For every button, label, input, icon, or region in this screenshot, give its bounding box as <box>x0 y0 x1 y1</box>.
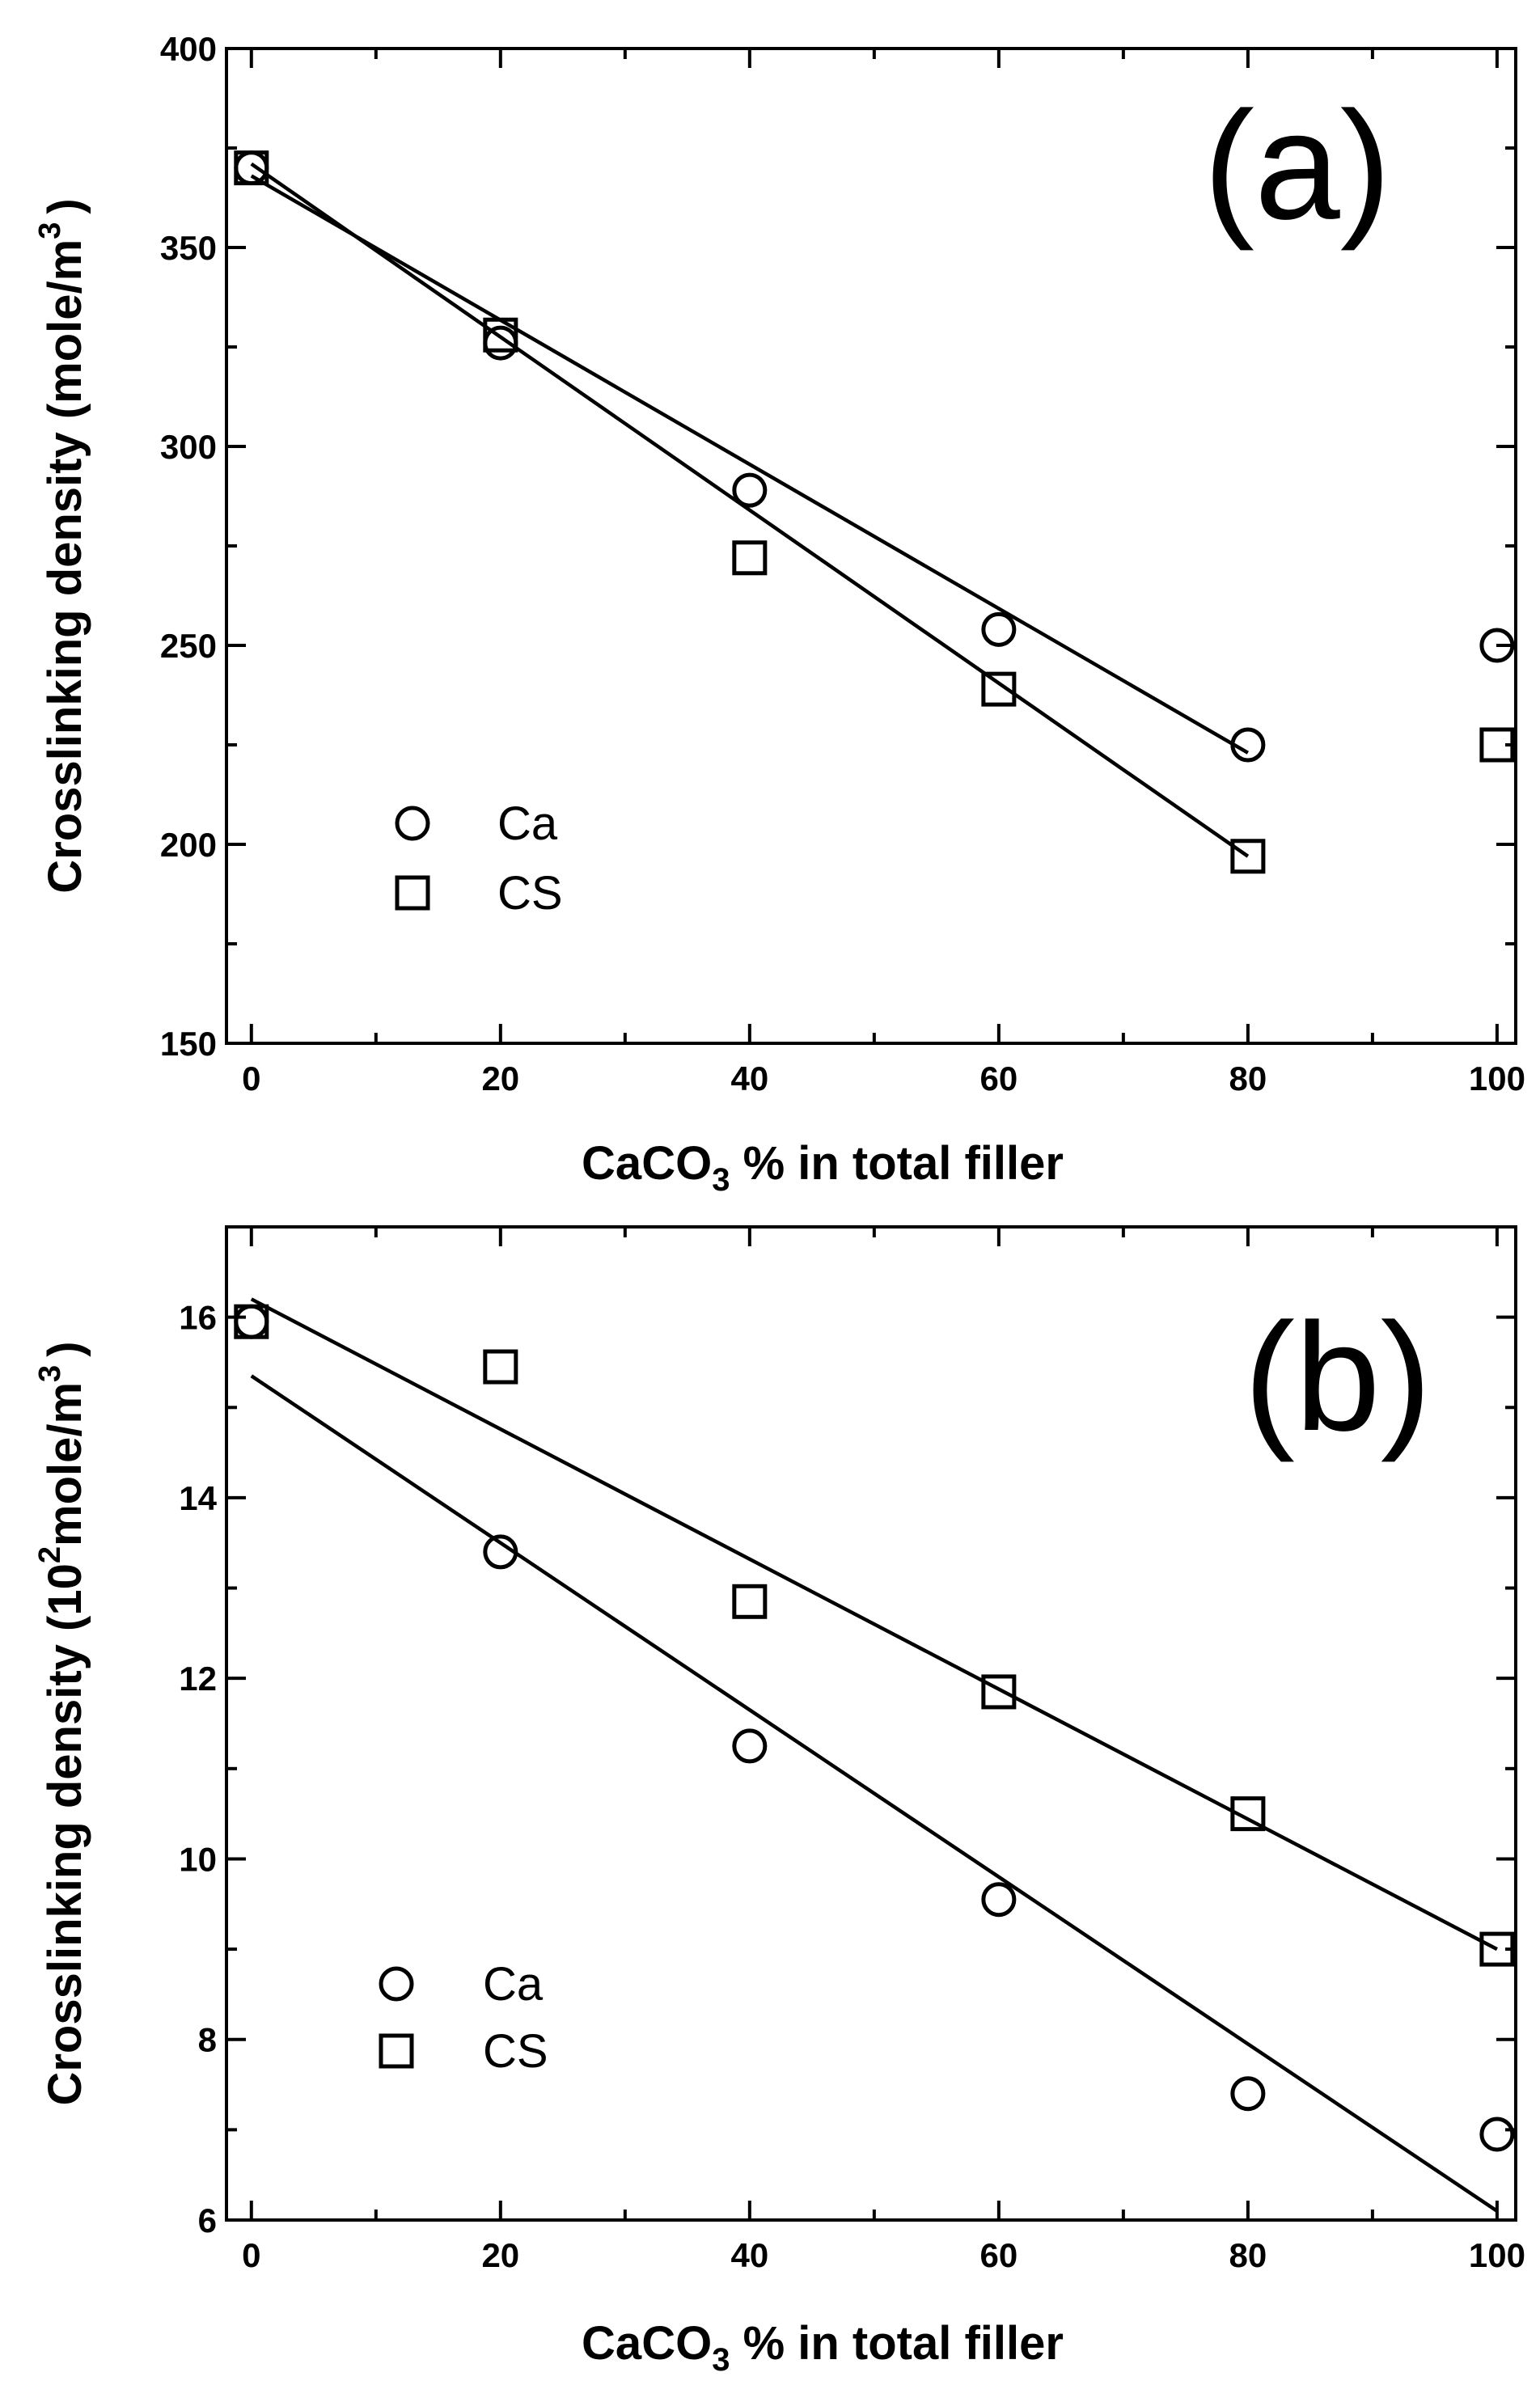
panel-a-chart: 0 20 40 60 80 100 150 200 250 300 350 400 CaCO3 % in… <box>33 30 1525 1198</box>
x-tick-label-b-20: 20 <box>481 2236 519 2274</box>
x-tick-label-b-80: 80 <box>1229 2236 1267 2274</box>
x-tick-label-b-0: 0 <box>242 2236 260 2274</box>
data-point-cs-b-60 <box>981 1674 1017 1710</box>
legend-label-cs-b: CS <box>483 2025 548 2078</box>
x-tick-label-b-40: 40 <box>730 2236 768 2274</box>
data-point-cs-a-80 <box>1230 839 1266 874</box>
legend-marker-ca-a <box>395 806 430 841</box>
panel-label-b: (b) <box>1244 1292 1432 1463</box>
panel-b-chart: 0 20 40 60 80 100 6 8 10 12 14 16 CaCO3 % in total f… <box>33 1225 1525 2378</box>
data-point-cs-a-100 <box>1479 727 1515 763</box>
legend-marker-cs-b <box>379 2033 414 2069</box>
fit-line-cs-a <box>250 162 1250 858</box>
y-tick-label-b-10: 10 <box>179 1840 217 1878</box>
x-tick-label-b-60: 60 <box>980 2236 1018 2274</box>
y-axis-title-a: Crosslinking density (mole/m3) <box>33 198 91 893</box>
data-point-ca-b-80 <box>1230 2076 1266 2112</box>
data-point-cs-b-0 <box>234 1304 269 1339</box>
data-point-ca-a-60 <box>981 611 1017 647</box>
data-point-ca-a-80 <box>1230 727 1266 763</box>
y-tick-label-a-150: 150 <box>160 1025 217 1063</box>
x-tick-label-a-40: 40 <box>730 1059 768 1097</box>
x-tick-label-a-100: 100 <box>1469 1059 1525 1097</box>
x-axis-title-b: CaCO3 % in total filler <box>582 2317 1064 2378</box>
legend-label-ca-b: Ca <box>483 1958 544 2011</box>
x-tick-label-a-60: 60 <box>980 1059 1018 1097</box>
y-tick-label-b-16: 16 <box>179 1299 217 1337</box>
data-point-ca-b-20 <box>483 1534 518 1570</box>
data-point-cs-b-40 <box>732 1584 768 1619</box>
legend-label-ca-a: Ca <box>497 797 558 850</box>
data-point-cs-b-80 <box>1230 1796 1266 1832</box>
fit-line-ca-a <box>250 174 1250 755</box>
y-tick-label-a-350: 350 <box>160 229 217 267</box>
y-tick-label-b-14: 14 <box>179 1479 217 1517</box>
data-point-cs-a-40 <box>732 540 768 576</box>
data-point-ca-b-60 <box>981 1882 1017 1918</box>
x-tick-label-a-0: 0 <box>242 1059 260 1097</box>
x-tick-label-a-20: 20 <box>481 1059 519 1097</box>
y-axis-title-b: Crosslinking density (102mole/m3) <box>33 1341 91 2105</box>
y-tick-label-b-12: 12 <box>179 1660 217 1698</box>
data-point-cs-a-0 <box>234 150 269 186</box>
x-axis-title-a: CaCO3 % in total filler <box>582 1137 1064 1198</box>
fit-line-cs-b <box>250 1297 1498 1952</box>
y-tick-label-a-300: 300 <box>160 428 217 466</box>
panel-label-a: (a) <box>1204 80 1391 252</box>
plot-frame-b <box>225 1225 1517 2222</box>
x-tick-label-a-80: 80 <box>1229 1059 1267 1097</box>
data-point-ca-a-100 <box>1479 628 1515 663</box>
fit-line-ca-b <box>250 1374 1499 2213</box>
data-point-ca-a-40 <box>732 472 768 508</box>
x-tick-label-b-100: 100 <box>1469 2236 1525 2274</box>
y-tick-label-a-400: 400 <box>160 30 217 68</box>
y-tick-label-a-250: 250 <box>160 627 217 665</box>
data-point-ca-b-100 <box>1479 2117 1515 2152</box>
data-point-cs-b-20 <box>483 1349 518 1385</box>
data-point-cs-a-20 <box>483 317 518 353</box>
data-point-ca-b-40 <box>732 1728 768 1764</box>
data-point-cs-b-100 <box>1479 1931 1515 1967</box>
y-tick-label-a-200: 200 <box>160 826 217 864</box>
y-tick-label-b-6: 6 <box>198 2201 217 2239</box>
legend-label-cs-a: CS <box>497 867 563 920</box>
data-point-cs-a-60 <box>981 671 1017 707</box>
y-tick-label-b-8: 8 <box>198 2021 217 2059</box>
legend-marker-cs-a <box>395 875 430 911</box>
legend-marker-ca-b <box>379 1966 414 2002</box>
